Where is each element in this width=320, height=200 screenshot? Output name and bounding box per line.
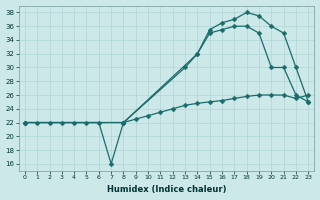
X-axis label: Humidex (Indice chaleur): Humidex (Indice chaleur)	[107, 185, 226, 194]
